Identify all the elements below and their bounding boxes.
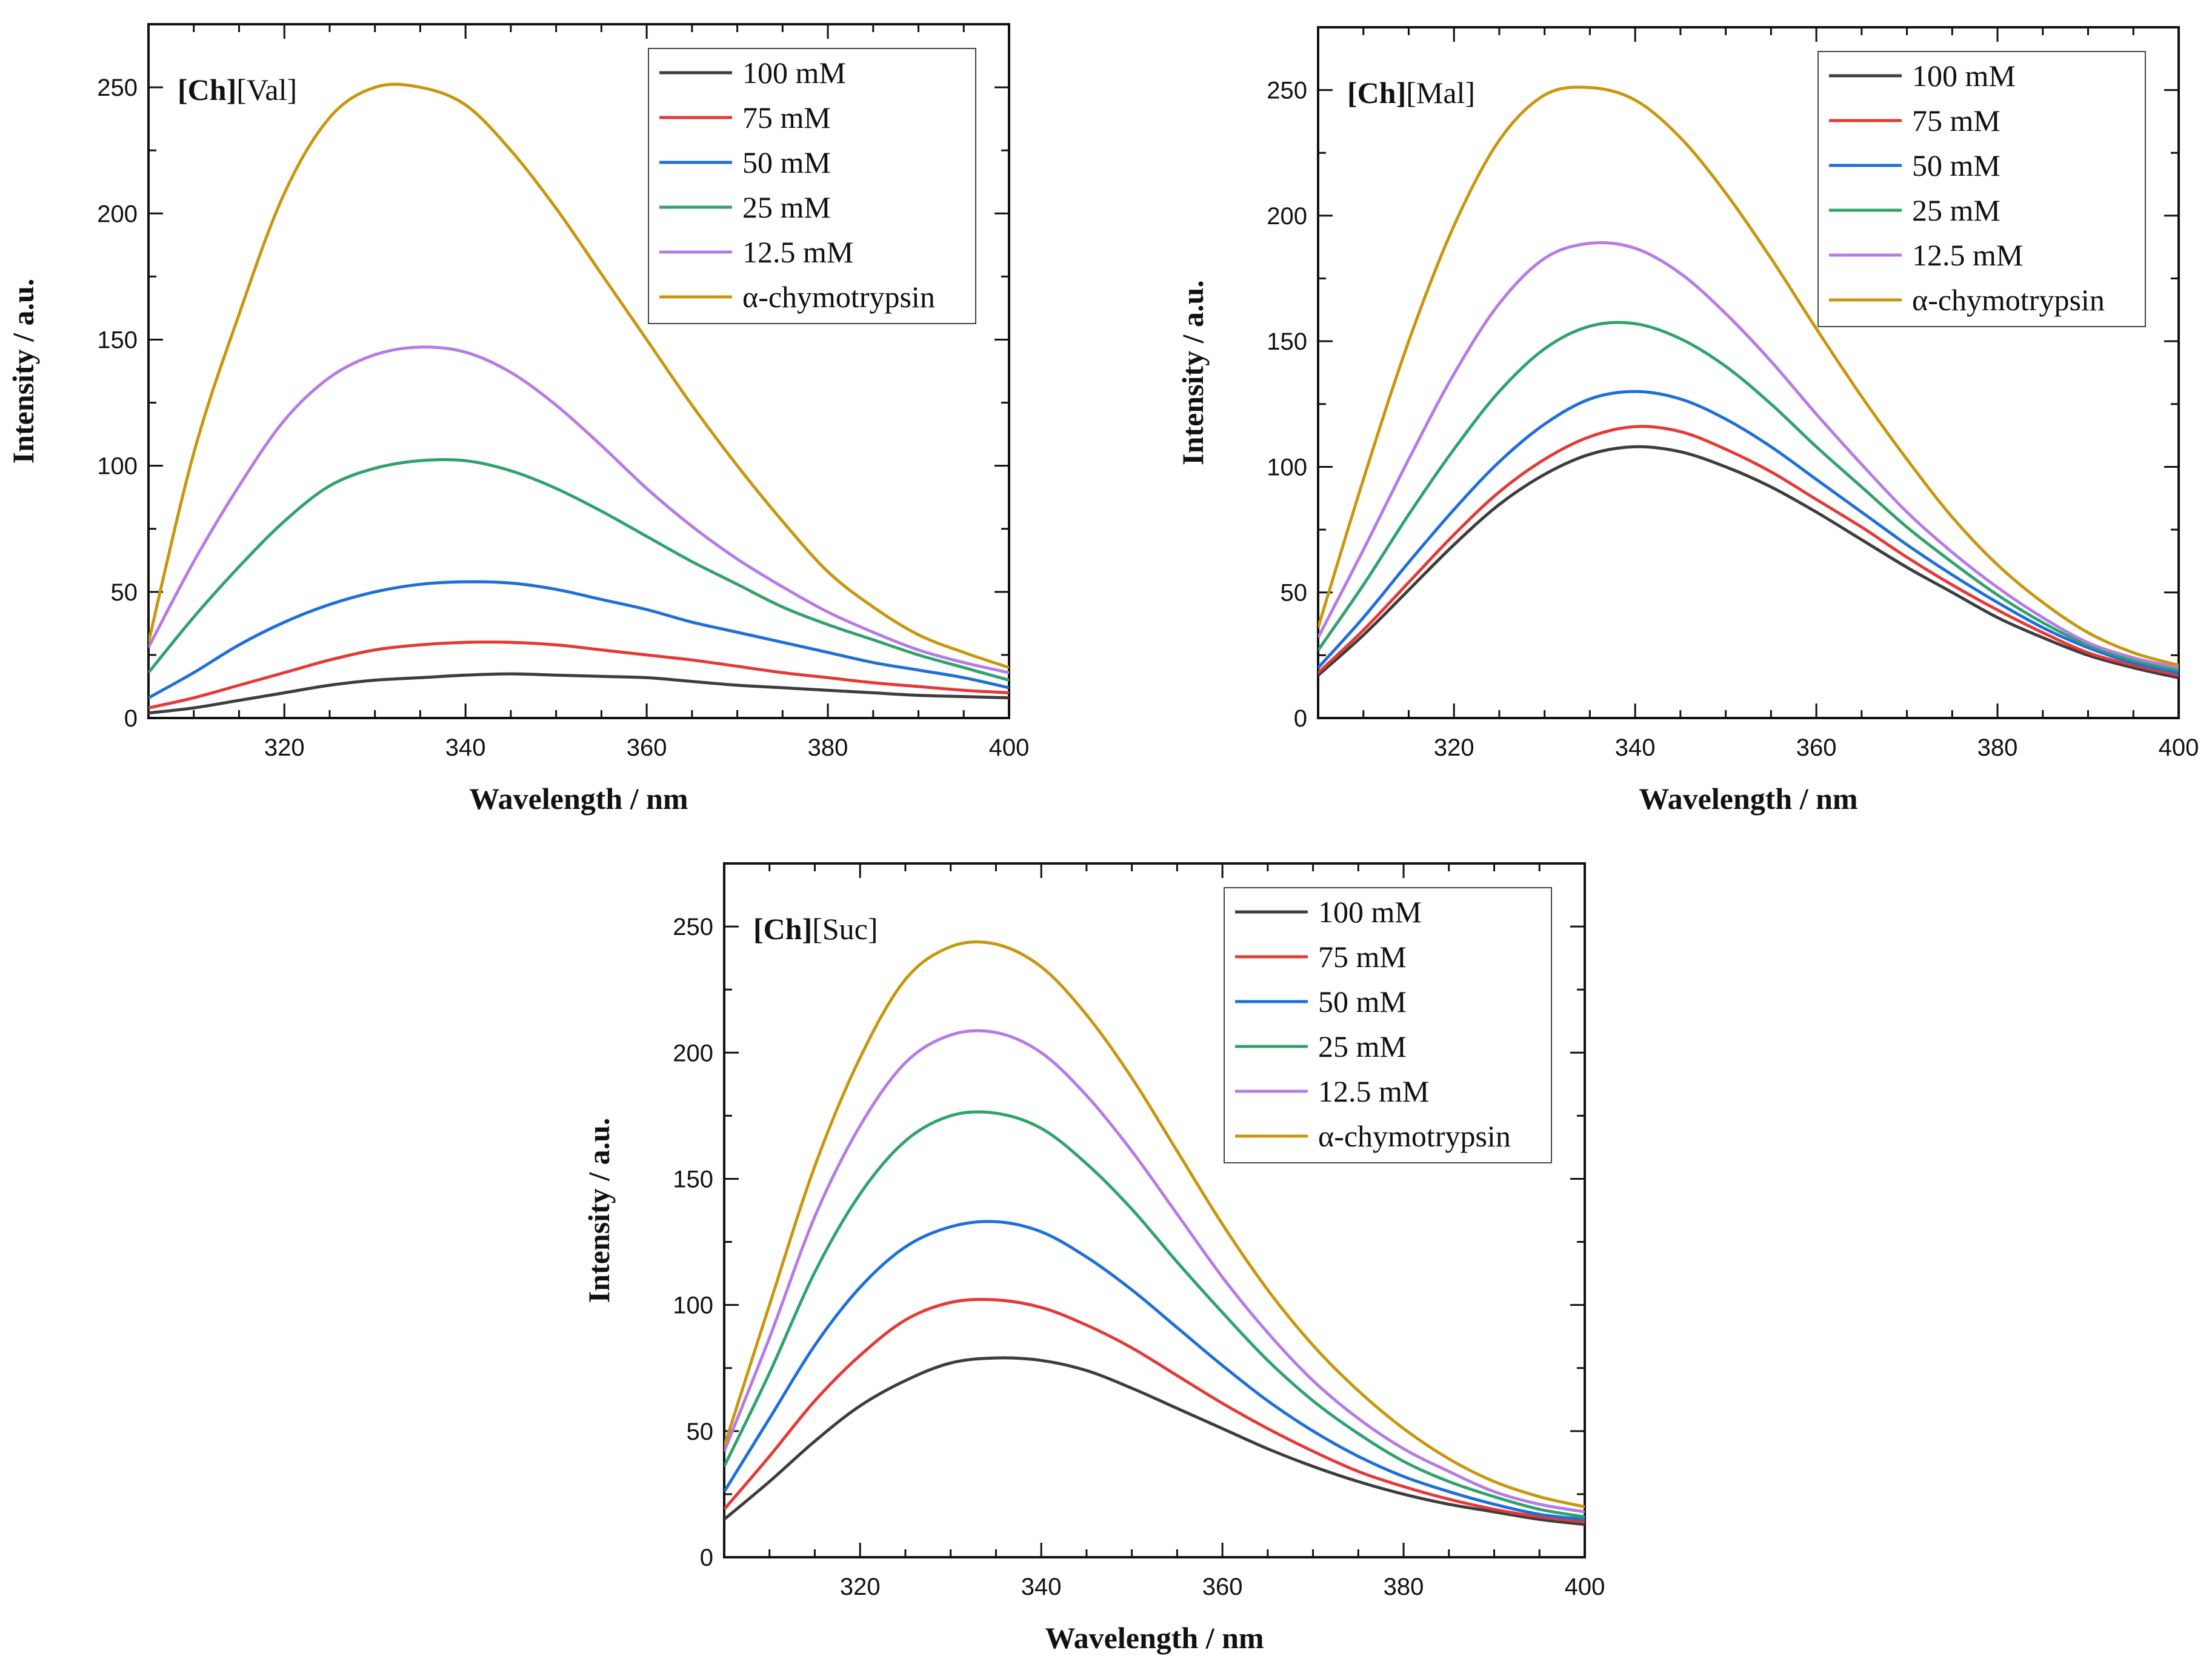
y-tick-label: 150: [97, 327, 138, 353]
legend-label: 75 mM: [1318, 940, 1407, 974]
y-axis-title: Intensity / a.u.: [1176, 280, 1210, 465]
panel-label-bold: [Ch]: [1347, 76, 1406, 110]
x-tick-label: 400: [2159, 734, 2199, 761]
y-tick-label: 0: [700, 1545, 713, 1571]
legend-box: [648, 48, 976, 324]
x-tick-label: 320: [840, 1574, 881, 1600]
chart-panel-3: 320 340 360 380 400 0 50 100 150 200 250 Wavelength…: [582, 862, 1605, 1655]
series-line-5: [148, 345, 1009, 674]
series-line-4: [1318, 321, 2179, 672]
series-line-2: [1318, 425, 2179, 677]
y-tick-label: 50: [687, 1418, 714, 1445]
x-axis-title: Wavelength / nm: [1045, 1621, 1264, 1655]
series-line-3: [724, 1220, 1585, 1521]
legend-label: α-chymotrypsin: [1318, 1119, 1511, 1153]
y-tick-label: 200: [97, 201, 138, 227]
x-tick-label: 400: [1565, 1574, 1605, 1600]
chart-panel-1: 320 340 360 380 400 0 50 100 150 200 250 Wavelength…: [6, 23, 1030, 816]
chart-panel-2: 320 340 360 380 400 0 50 100 150 200 250 Wavelength…: [1176, 26, 2199, 816]
y-tick-label: 0: [1294, 705, 1307, 732]
x-tick-label: 320: [264, 734, 305, 761]
y-tick-label: 100: [1267, 454, 1307, 481]
y-tick-label: 250: [1267, 78, 1307, 104]
series-line-6: [1318, 85, 2179, 667]
legend: 100 mM 75 mM 50 mM 25 mM 12.5 mM α-chymotryps…: [1817, 51, 2146, 327]
legend-label: 50 mM: [1318, 985, 1407, 1019]
legend-label: 25 mM: [742, 190, 831, 224]
legend-box: [1224, 887, 1552, 1163]
x-tick-label: 320: [1434, 734, 1474, 761]
series-line-2: [724, 1298, 1585, 1524]
y-tick-label: 150: [673, 1166, 713, 1192]
legend-label: 75 mM: [1912, 104, 2000, 138]
panel-label: [Ch][Mal]: [1347, 76, 1475, 110]
legend-label: 50 mM: [1912, 148, 2000, 182]
y-tick-label: 50: [1281, 580, 1308, 607]
x-tick-label: 380: [1977, 734, 2018, 761]
legend-label: 12.5 mM: [1912, 238, 2023, 272]
y-tick-label: 200: [673, 1040, 713, 1066]
panel-label-rest: [Val]: [236, 73, 297, 107]
x-tick-label: 360: [1202, 1574, 1243, 1600]
y-tick-label: 100: [97, 453, 138, 480]
series-line-4: [724, 1110, 1585, 1518]
legend-label: 75 mM: [742, 101, 831, 135]
legend-label: α-chymotrypsin: [1912, 283, 2105, 317]
series-line-3: [1318, 390, 2179, 674]
series-line-2: [148, 640, 1009, 710]
panel-label-bold: [Ch]: [753, 912, 812, 946]
x-tick-label: 340: [1021, 1574, 1062, 1600]
y-tick-label: 200: [1267, 203, 1307, 230]
legend: 100 mM 75 mM 50 mM 25 mM 12.5 mM α-chymotryps…: [1224, 887, 1552, 1163]
series-line-3: [148, 580, 1009, 699]
series-line-5: [1318, 241, 2179, 670]
legend-label: 50 mM: [742, 145, 831, 179]
plot-frame: [723, 862, 1586, 1558]
y-axis-title: Intensity / a.u.: [6, 279, 40, 464]
series-line-1: [148, 672, 1009, 715]
x-tick-label: 340: [445, 734, 486, 761]
y-tick-label: 0: [124, 705, 138, 732]
legend-label: 25 mM: [1912, 193, 2000, 227]
plot-frame: [1317, 26, 2180, 719]
x-tick-label: 400: [989, 734, 1030, 761]
series-line-6: [148, 82, 1009, 670]
legend-label: α-chymotrypsin: [742, 280, 935, 314]
panel-label: [Ch][Val]: [178, 73, 297, 107]
x-tick-label: 360: [627, 734, 667, 761]
series-line-1: [724, 1356, 1585, 1526]
series-line-1: [1318, 445, 2179, 680]
legend-label: 12.5 mM: [742, 235, 853, 269]
y-axis-title: Intensity / a.u.: [582, 1118, 616, 1303]
legend-label: 12.5 mM: [1318, 1074, 1429, 1108]
panel-label-rest: [Suc]: [812, 912, 878, 946]
series-line-6: [724, 940, 1585, 1509]
y-tick-label: 150: [1267, 328, 1307, 355]
x-axis-title: Wavelength / nm: [1639, 782, 1857, 816]
legend-label: 100 mM: [1318, 895, 1422, 929]
series-line-4: [148, 457, 1009, 682]
y-tick-label: 250: [673, 914, 713, 940]
panel-label-rest: [Mal]: [1406, 76, 1475, 110]
y-tick-label: 250: [97, 75, 138, 101]
legend-box: [1817, 51, 2146, 327]
y-tick-label: 50: [111, 579, 138, 606]
plot-frame: [147, 23, 1010, 719]
series-line-5: [724, 1029, 1585, 1514]
legend: 100 mM 75 mM 50 mM 25 mM 12.5 mM α-chymotryps…: [648, 48, 976, 324]
legend-label: 25 mM: [1318, 1029, 1407, 1063]
x-tick-label: 380: [1384, 1574, 1424, 1600]
y-tick-label: 100: [673, 1292, 713, 1319]
x-tick-label: 340: [1615, 734, 1656, 761]
x-tick-label: 360: [1796, 734, 1837, 761]
x-axis-title: Wavelength / nm: [469, 782, 688, 816]
panel-label-bold: [Ch]: [178, 73, 236, 107]
panel-label: [Ch][Suc]: [753, 912, 878, 946]
legend-label: 100 mM: [742, 56, 846, 90]
legend-label: 100 mM: [1912, 59, 2016, 93]
x-tick-label: 380: [808, 734, 848, 761]
